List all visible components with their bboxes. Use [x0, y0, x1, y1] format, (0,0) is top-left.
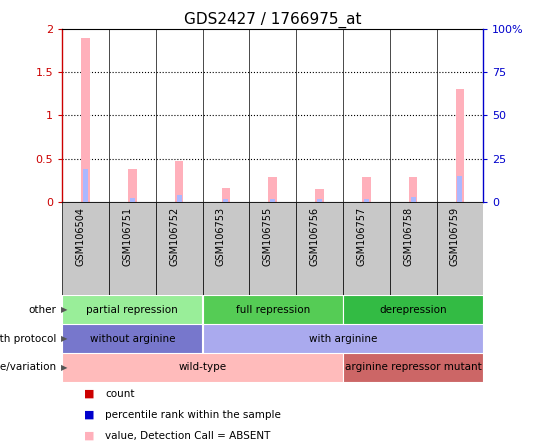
Bar [270, 198, 275, 202]
Bar [175, 161, 183, 202]
Text: partial repression: partial repression [86, 305, 178, 315]
Text: with arginine: with arginine [309, 333, 377, 344]
Bar [343, 353, 483, 382]
Bar [130, 198, 135, 202]
Bar [222, 188, 230, 202]
Text: value, Detection Call = ABSENT: value, Detection Call = ABSENT [105, 431, 271, 441]
Bar [62, 295, 202, 324]
Text: growth protocol: growth protocol [0, 333, 57, 344]
Bar [202, 295, 343, 324]
Text: ▶: ▶ [61, 334, 68, 343]
Bar [224, 199, 228, 202]
Text: ▶: ▶ [61, 305, 68, 314]
Text: ■: ■ [84, 431, 94, 441]
Bar [343, 295, 483, 324]
Bar [364, 198, 369, 202]
Text: derepression: derepression [379, 305, 447, 315]
Text: GSM106758: GSM106758 [403, 207, 413, 266]
Bar [409, 177, 417, 202]
Text: percentile rank within the sample: percentile rank within the sample [105, 410, 281, 420]
Bar [202, 324, 483, 353]
Bar [82, 38, 90, 202]
Text: count: count [105, 388, 135, 399]
Text: arginine repressor mutant: arginine repressor mutant [345, 362, 482, 373]
Text: ▶: ▶ [61, 363, 68, 372]
Bar [268, 177, 277, 202]
Text: GSM106504: GSM106504 [76, 207, 85, 266]
Text: GSM106759: GSM106759 [450, 207, 460, 266]
Bar [343, 202, 390, 295]
Text: GSM106757: GSM106757 [356, 207, 366, 266]
Title: GDS2427 / 1766975_at: GDS2427 / 1766975_at [184, 11, 361, 28]
Text: ■: ■ [84, 388, 94, 399]
Bar [62, 353, 343, 382]
Text: GSM106753: GSM106753 [216, 207, 226, 266]
Bar [202, 202, 249, 295]
Bar [62, 324, 202, 353]
Text: GSM106756: GSM106756 [309, 207, 320, 266]
Bar [410, 197, 416, 202]
Bar [362, 177, 370, 202]
Text: full repression: full repression [235, 305, 310, 315]
Bar [177, 195, 181, 202]
Bar [317, 199, 322, 202]
Bar [109, 202, 156, 295]
Bar [457, 176, 462, 202]
Bar [390, 202, 436, 295]
Bar [296, 202, 343, 295]
Bar [62, 202, 109, 295]
Text: GSM106755: GSM106755 [262, 207, 273, 266]
Bar [128, 169, 137, 202]
Text: without arginine: without arginine [90, 333, 175, 344]
Text: GSM106752: GSM106752 [169, 207, 179, 266]
Bar [156, 202, 202, 295]
Bar [456, 89, 464, 202]
Text: other: other [29, 305, 57, 315]
Text: wild-type: wild-type [178, 362, 227, 373]
Text: genotype/variation: genotype/variation [0, 362, 57, 373]
Text: ■: ■ [84, 410, 94, 420]
Bar [315, 189, 323, 202]
Bar [83, 169, 88, 202]
Bar [249, 202, 296, 295]
Bar [436, 202, 483, 295]
Text: GSM106751: GSM106751 [122, 207, 132, 266]
